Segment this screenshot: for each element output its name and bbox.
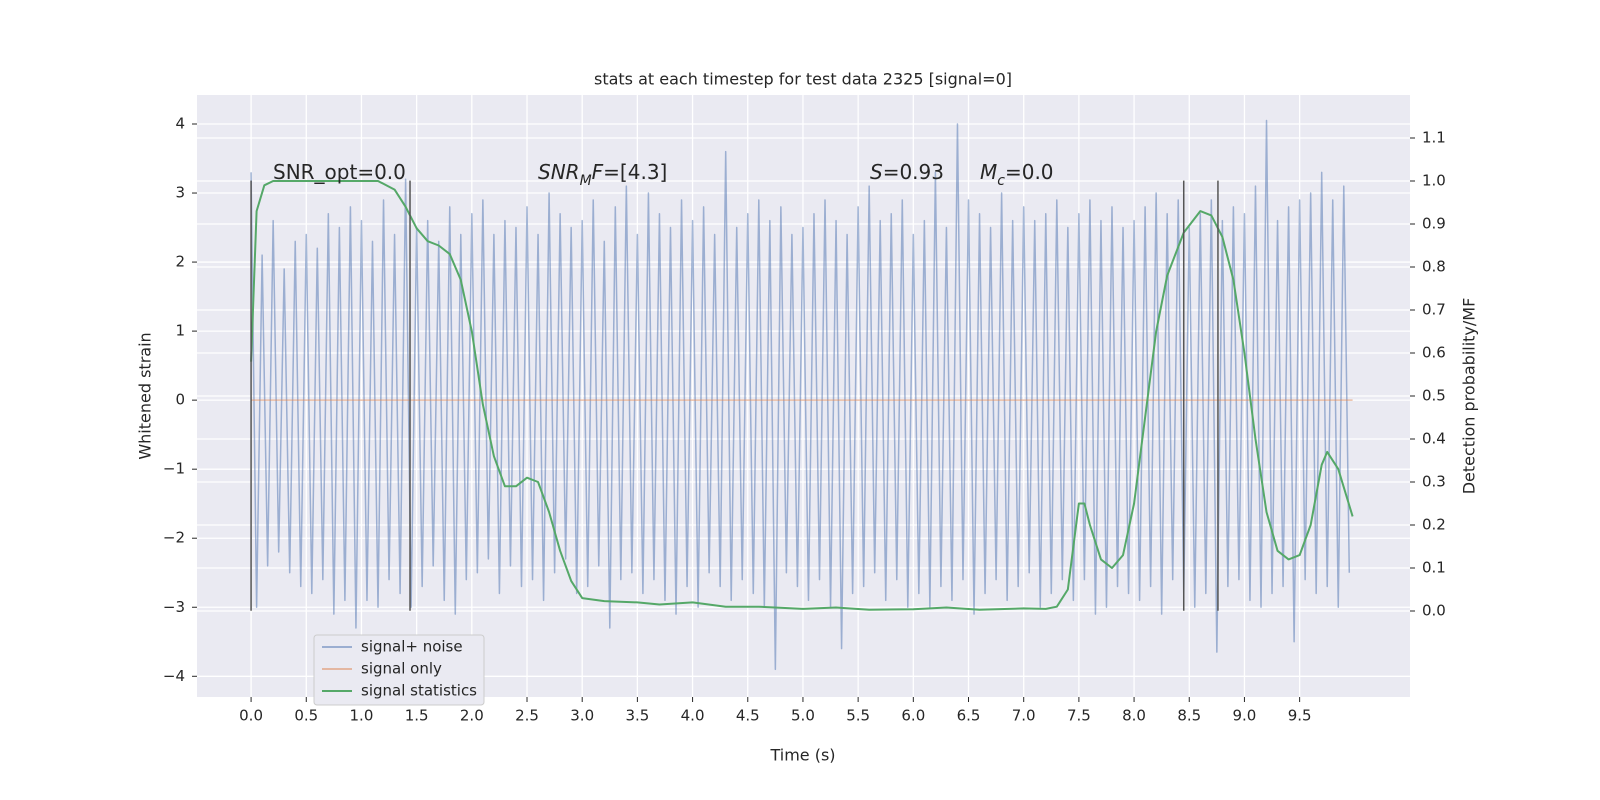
legend-box: [313, 634, 485, 706]
y-tick-label: −3: [163, 598, 185, 616]
x-tick-label: 5.5: [846, 707, 870, 725]
annotation-part: =0.93: [883, 160, 944, 184]
legend-label: signal statistics: [361, 682, 477, 700]
y2-tick-label: 0.8: [1422, 258, 1446, 276]
y2-axis-label: Detection probability/MF: [1460, 298, 1479, 495]
x-tick-label: 9.0: [1233, 707, 1257, 725]
y-tick-label: −1: [163, 460, 185, 478]
legend-label: signal+ noise: [361, 638, 463, 656]
y2-tick-label: 0.6: [1422, 344, 1446, 362]
annotation: SNR_opt=0.0: [273, 160, 406, 184]
x-tick-label: 2.0: [460, 707, 484, 725]
x-tick-label: 0.0: [239, 707, 263, 725]
annotation-part: =[4.3]: [603, 160, 667, 184]
y-tick-label: 3: [175, 184, 185, 202]
x-tick-label: 7.5: [1067, 707, 1091, 725]
x-tick-label: 3.0: [570, 707, 594, 725]
x-tick-label: 8.0: [1122, 707, 1146, 725]
y2-tick-label: 0.5: [1422, 387, 1446, 405]
x-axis-label: Time (s): [769, 746, 835, 765]
x-tick-label: 6.0: [901, 707, 925, 725]
x-tick-label: 0.5: [294, 707, 318, 725]
y2-tick-label: 0.1: [1422, 559, 1446, 577]
x-tick-label: 9.5: [1288, 707, 1312, 725]
y-tick-label: 2: [175, 253, 185, 271]
legend-label: signal only: [361, 660, 442, 678]
y2-tick-label: 0.3: [1422, 473, 1446, 491]
x-tick-label: 5.0: [791, 707, 815, 725]
annotation: S=0.93: [870, 160, 944, 184]
x-tick-label: 1.5: [405, 707, 429, 725]
chart-title: stats at each timestep for test data 232…: [594, 70, 1012, 89]
y2-tick-label: 0.0: [1422, 602, 1446, 620]
y2-tick-label: 1.1: [1422, 129, 1446, 147]
y-axis-label: Whitened strain: [136, 332, 155, 459]
annotation-part: F: [592, 160, 604, 184]
y-tick-label: −2: [163, 529, 185, 547]
y2-tick-label: 0.9: [1422, 215, 1446, 233]
y2-tick-label: 1.0: [1422, 172, 1446, 190]
annotation-part: c: [997, 173, 1005, 189]
plot-series: [250, 119, 1354, 671]
x-tick-label: 6.5: [957, 707, 981, 725]
y-tick-label: −4: [163, 667, 185, 685]
x-tick-label: 4.5: [736, 707, 760, 725]
y-tick-label: 4: [175, 114, 185, 132]
annotation-part: =0.0: [1005, 160, 1054, 184]
annotation-part: SNR_opt=0.0: [273, 160, 406, 184]
annotation-part: S: [870, 160, 883, 184]
x-tick-label: 3.5: [625, 707, 649, 725]
annotation-part: SNR: [538, 160, 580, 184]
x-tick-label: 8.5: [1177, 707, 1201, 725]
annotation-part: M: [580, 173, 592, 189]
x-tick-label: 4.0: [681, 707, 705, 725]
y2-tick-label: 0.2: [1422, 516, 1446, 534]
y2-tick-label: 0.4: [1422, 430, 1446, 448]
annotation-part: M: [980, 160, 997, 184]
series-line: [250, 180, 1354, 611]
annotation: Mc=0.0: [980, 160, 1054, 190]
y2-tick-label: 0.7: [1422, 301, 1446, 319]
x-tick-label: 2.5: [515, 707, 539, 725]
y-tick-label: 0: [175, 391, 185, 409]
annotation: SNRMF=[4.3]: [538, 160, 667, 190]
x-tick-label: 1.0: [350, 707, 374, 725]
x-tick-label: 7.0: [1012, 707, 1036, 725]
y-tick-label: 1: [175, 322, 185, 340]
